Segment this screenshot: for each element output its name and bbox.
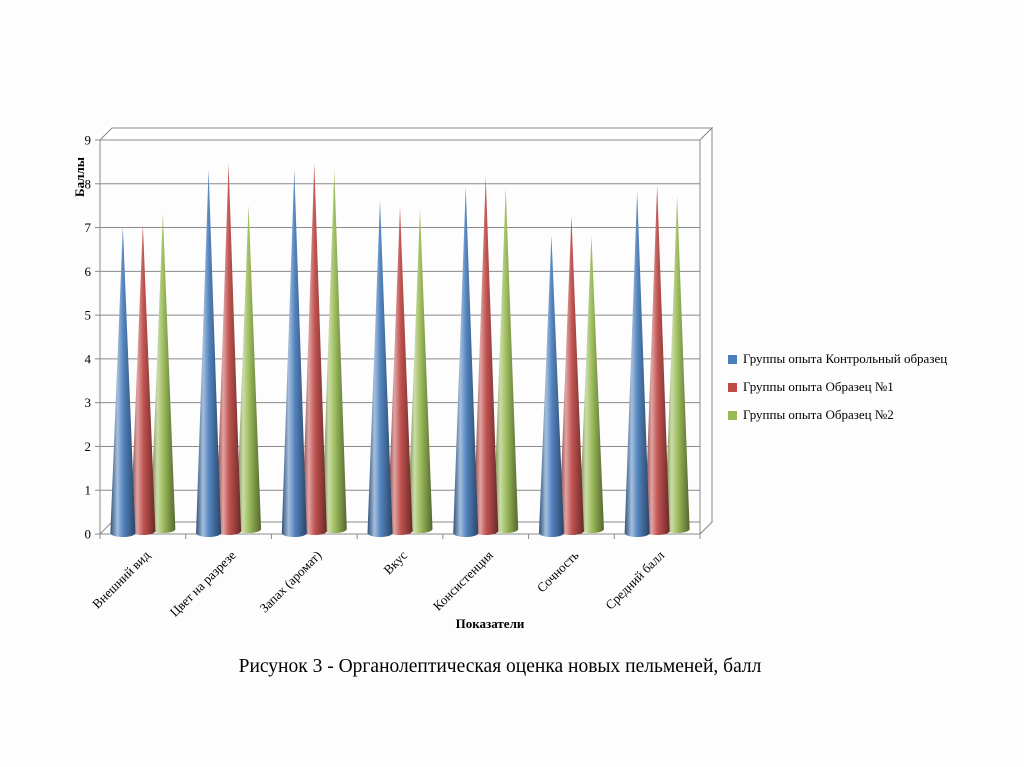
cone-sample1-cat6 — [644, 185, 670, 535]
cone-control-cat4 — [453, 187, 479, 537]
cone-control-cat2 — [281, 169, 307, 537]
category-label: Внешний вид — [89, 547, 153, 611]
legend-label: Группы опыта Контрольный образец — [743, 351, 948, 366]
legend-item: Группы опыта Образец №2 — [728, 407, 947, 423]
cone-sample2-cat5 — [578, 235, 604, 533]
cone-sample1-cat0 — [130, 224, 156, 536]
legend-swatch — [728, 382, 737, 392]
y-tick-label: 2 — [85, 439, 92, 454]
y-tick-label: 1 — [85, 483, 92, 498]
y-tick-label: 3 — [85, 395, 92, 410]
legend-swatch — [728, 410, 737, 420]
legend-label: Группы опыта Образец №1 — [743, 379, 894, 394]
category-label: Сочность — [534, 547, 582, 595]
cone-sample2-cat2 — [321, 170, 347, 533]
category-label: Цвет на разрезе — [167, 547, 239, 619]
cone-sample2-cat0 — [150, 213, 176, 534]
legend-swatch — [728, 354, 737, 364]
figure-caption: Рисунок 3 - Органолептическая оценка нов… — [238, 656, 762, 677]
y-tick-label: 4 — [85, 351, 92, 366]
category-label: Вкус — [380, 547, 410, 577]
legend-item: Группы опыта Контрольный образец — [728, 351, 947, 367]
cone-sample1-cat5 — [558, 215, 584, 536]
y-tick-label: 7 — [85, 220, 92, 235]
category-label: Запах (аромат) — [257, 548, 325, 616]
y-tick-label: 8 — [85, 176, 92, 191]
legend-item: Группы опыта Образец №1 — [728, 379, 947, 395]
legend-label: Группы опыта Образец №2 — [743, 407, 894, 422]
category-label: Средний балл — [602, 547, 667, 612]
cone-sample2-cat1 — [236, 205, 262, 534]
cone-control-cat1 — [196, 169, 222, 537]
cone-sample2-cat6 — [664, 196, 690, 534]
cone-sample1-cat3 — [387, 207, 413, 536]
cone-control-cat3 — [367, 200, 393, 538]
cone-sample2-cat3 — [407, 209, 433, 533]
cone-control-cat6 — [624, 191, 650, 538]
x-axis-title: Показатели — [455, 616, 525, 631]
cone-sample1-cat4 — [473, 176, 499, 535]
category-label: Консистенция — [430, 548, 496, 614]
cone-sample2-cat4 — [493, 187, 519, 534]
y-tick-label: 9 — [85, 133, 92, 148]
y-tick-label: 0 — [85, 527, 92, 542]
cone-control-cat5 — [538, 235, 564, 538]
cone-control-cat0 — [110, 226, 136, 538]
y-tick-label: 6 — [85, 264, 92, 279]
cone-sample1-cat2 — [301, 163, 327, 535]
legend: Группы опыта Контрольный образец Группы о… — [728, 351, 947, 435]
y-axis-title: Баллы — [72, 157, 87, 197]
y-tick-label: 5 — [85, 308, 92, 323]
cone-sample1-cat1 — [216, 163, 242, 535]
